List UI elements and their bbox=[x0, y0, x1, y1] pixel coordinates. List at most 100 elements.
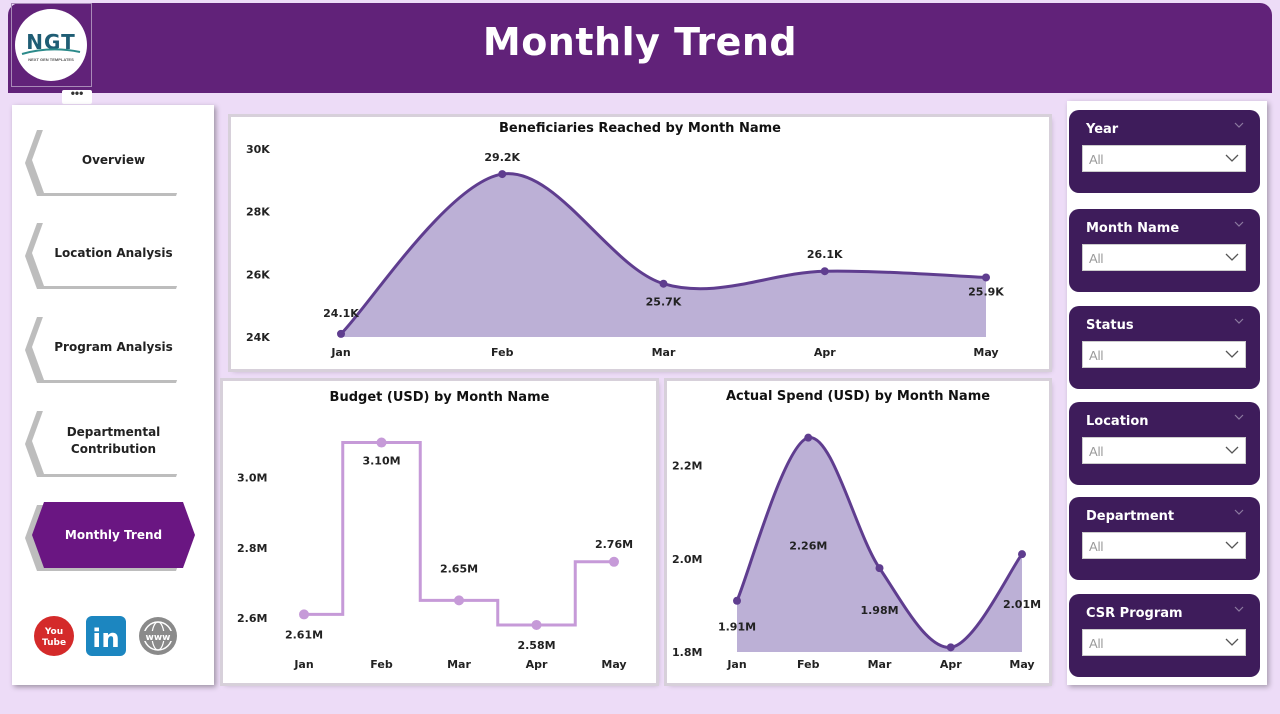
dropdown-chevron-icon bbox=[1225, 253, 1239, 261]
data-label: 29.2K bbox=[484, 151, 520, 164]
chevron-down-icon[interactable] bbox=[1234, 604, 1244, 614]
slicer-label: CSR Program bbox=[1086, 606, 1183, 621]
svg-text:in: in bbox=[92, 624, 119, 654]
x-tick-label: Apr bbox=[940, 658, 962, 671]
y-tick-label: 2.6M bbox=[237, 612, 267, 625]
dropdown-chevron-icon bbox=[1225, 350, 1239, 358]
data-point bbox=[733, 596, 741, 605]
data-label: 2.61M bbox=[285, 628, 323, 641]
slicer-dropdown[interactable]: All bbox=[1082, 341, 1246, 368]
data-point bbox=[454, 595, 464, 606]
chart-title: Beneficiaries Reached by Month Name bbox=[499, 121, 781, 136]
slicer-dropdown[interactable]: All bbox=[1082, 145, 1246, 172]
x-tick-label: Feb bbox=[370, 658, 393, 671]
data-point bbox=[609, 556, 619, 567]
y-tick-label: 2.2M bbox=[672, 460, 702, 473]
chevron-down-icon[interactable] bbox=[1234, 507, 1244, 517]
data-label: 26.1K bbox=[807, 248, 843, 261]
actual-spend-chart-card: Actual Spend (USD) by Month Name 1.8M 2.0… bbox=[667, 381, 1049, 683]
data-label: 3.10M bbox=[362, 455, 400, 468]
beneficiaries-chart[interactable]: 24K 26K 28K 30K Jan Feb Mar Apr May 24.1K 29.2K 25.… bbox=[231, 117, 1049, 369]
chart-title: Budget (USD) by Month Name bbox=[329, 390, 550, 405]
chevron-down-icon[interactable] bbox=[1234, 120, 1244, 130]
slicer-label: Status bbox=[1086, 318, 1134, 333]
slicer-label: Year bbox=[1086, 122, 1119, 137]
nav-monthly-trend-button[interactable]: Monthly Trend bbox=[32, 502, 195, 568]
slicer-value: All bbox=[1089, 539, 1104, 554]
svg-text:www: www bbox=[146, 633, 171, 643]
page-title: Monthly Trend bbox=[482, 20, 798, 64]
data-point bbox=[946, 643, 955, 652]
slicer-value: All bbox=[1089, 348, 1104, 363]
x-tick-label: Apr bbox=[526, 658, 548, 671]
y-tick-label: 2.0M bbox=[672, 553, 702, 566]
chevron-down-icon[interactable] bbox=[1234, 316, 1244, 326]
series-line bbox=[735, 436, 1024, 649]
slicer-dropdown[interactable]: All bbox=[1082, 437, 1246, 464]
x-tick-label: Jan bbox=[726, 658, 746, 671]
more-options-button[interactable]: ••• bbox=[62, 87, 92, 104]
x-tick-label: Mar bbox=[652, 346, 676, 359]
slicer-dropdown[interactable]: All bbox=[1082, 629, 1246, 656]
slicer-value: All bbox=[1089, 444, 1104, 459]
nav-overview-button[interactable]: Overview bbox=[32, 127, 195, 193]
nav-departmental-contribution-button[interactable]: Departmental Contribution bbox=[32, 408, 195, 474]
dropdown-chevron-icon bbox=[1225, 446, 1239, 454]
nav-program-analysis-button[interactable]: Program Analysis bbox=[32, 314, 195, 380]
budget-chart[interactable]: 2.6M 2.8M 3.0M Jan Feb Mar Apr May 2.61M 3.10M 2.6… bbox=[223, 381, 656, 683]
slicer-label: Department bbox=[1086, 509, 1175, 524]
x-tick-label: Mar bbox=[447, 658, 471, 671]
slicer-location: Location All bbox=[1069, 402, 1260, 485]
y-tick-label: 26K bbox=[246, 268, 270, 281]
x-tick-label: May bbox=[973, 346, 998, 359]
data-point bbox=[299, 609, 309, 620]
x-tick-label: Feb bbox=[491, 346, 514, 359]
logo-swoosh-icon bbox=[21, 48, 81, 55]
slicer-dropdown[interactable]: All bbox=[1082, 244, 1246, 271]
slicer-value: All bbox=[1089, 152, 1104, 167]
data-point bbox=[498, 170, 507, 179]
dropdown-chevron-icon bbox=[1225, 541, 1239, 549]
slicer-department: Department All bbox=[1069, 497, 1260, 580]
slicer-status: Status All bbox=[1069, 306, 1260, 389]
chevron-down-icon[interactable] bbox=[1234, 412, 1244, 422]
data-label: 25.9K bbox=[968, 285, 1004, 298]
youtube-icon[interactable]: You Tube bbox=[34, 616, 74, 656]
chevron-down-icon[interactable] bbox=[1234, 219, 1244, 229]
navigation-panel bbox=[12, 105, 214, 685]
data-label: 2.01M bbox=[1003, 598, 1041, 611]
nav-location-analysis-button[interactable]: Location Analysis bbox=[32, 220, 195, 286]
slicer-dropdown[interactable]: All bbox=[1082, 532, 1246, 559]
header-bar bbox=[8, 3, 1272, 93]
x-tick-label: Mar bbox=[868, 658, 892, 671]
website-icon[interactable]: www bbox=[138, 616, 178, 656]
data-point bbox=[804, 433, 813, 442]
y-tick-label: 24K bbox=[246, 331, 270, 344]
data-point bbox=[531, 619, 542, 630]
data-point bbox=[659, 279, 668, 288]
actual-spend-chart[interactable]: 1.8M 2.0M 2.2M Jan Feb Mar Apr May 1.91M 2.26M 1.9… bbox=[667, 381, 1049, 683]
slicer-label: Month Name bbox=[1086, 221, 1180, 236]
data-point bbox=[337, 329, 345, 338]
chart-title: Actual Spend (USD) by Month Name bbox=[725, 389, 991, 404]
logo-frame[interactable] bbox=[11, 3, 92, 87]
y-tick-label: 28K bbox=[246, 206, 270, 219]
area-fill bbox=[737, 437, 1022, 652]
budget-chart-card: Budget (USD) by Month Name 2.6M 2.8M 3.0M J… bbox=[223, 381, 656, 683]
beneficiaries-chart-card: Beneficiaries Reached by Month Name 24K 2… bbox=[231, 117, 1049, 369]
linkedin-icon[interactable]: in bbox=[86, 616, 126, 656]
logo bbox=[15, 9, 87, 81]
y-tick-label: 1.8M bbox=[672, 646, 702, 659]
x-tick-label: May bbox=[601, 658, 626, 671]
x-tick-label: Apr bbox=[814, 346, 836, 359]
data-label: 25.7K bbox=[646, 296, 682, 309]
slicer-label: Location bbox=[1086, 414, 1149, 429]
nav-label: Departmental Contribution bbox=[66, 425, 161, 456]
area-fill bbox=[341, 173, 986, 337]
data-point bbox=[1018, 550, 1026, 559]
slicer-year: Year All bbox=[1069, 110, 1260, 193]
slicer-value: All bbox=[1089, 636, 1104, 651]
y-tick-label: 3.0M bbox=[237, 472, 267, 485]
filter-panel bbox=[1067, 101, 1267, 685]
nav-label: Monthly Trend bbox=[64, 527, 163, 542]
